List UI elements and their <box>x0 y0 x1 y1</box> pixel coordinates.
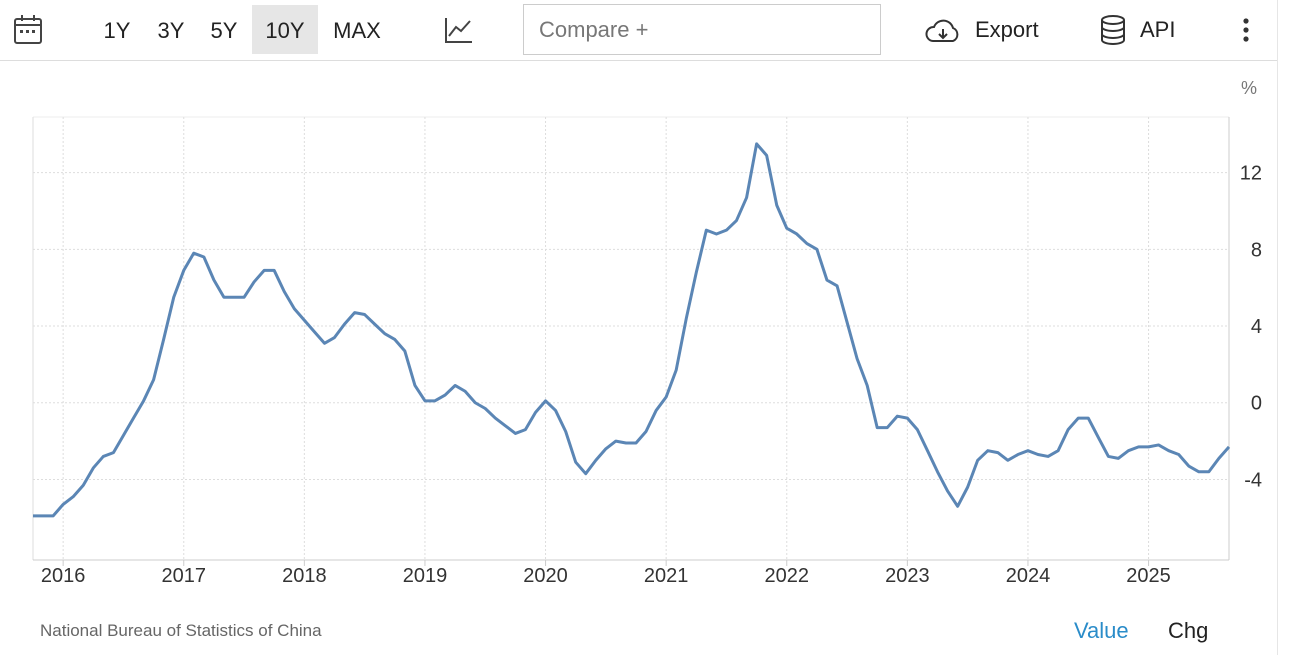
x-tick-label: 2023 <box>885 565 930 587</box>
data-line <box>33 142 1231 518</box>
api-icon[interactable] <box>1099 14 1127 46</box>
x-tick-label: 2017 <box>162 565 207 587</box>
x-tick-label: 2016 <box>41 565 86 587</box>
y-tick-label: 12 <box>1240 163 1262 185</box>
y-tick-label: 4 <box>1251 316 1262 338</box>
range-button[interactable]: 1Y <box>103 18 131 43</box>
y-tick-label: 8 <box>1251 239 1262 261</box>
range-button[interactable]: MAX <box>333 18 381 43</box>
change-tab[interactable]: Chg <box>1168 618 1209 643</box>
y-tick-label: 0 <box>1251 393 1262 415</box>
toolbar: 1Y 3Y 5Y 10Y MAX Compare + Export API <box>0 0 1277 61</box>
x-tick-label: 2020 <box>523 565 568 587</box>
more-menu[interactable] <box>1241 18 1251 44</box>
chart-type-icon[interactable] <box>444 16 474 44</box>
export-icon[interactable] <box>924 18 962 44</box>
x-tick-label: 2024 <box>1006 565 1051 587</box>
range-button[interactable]: 10Y <box>252 5 318 54</box>
x-tick-label: 2025 <box>1126 565 1171 587</box>
x-tick-label: 2018 <box>282 565 327 587</box>
compare-input[interactable]: Compare + <box>523 4 881 55</box>
range-button[interactable]: 5Y <box>210 18 238 43</box>
api-button[interactable]: API <box>1140 17 1176 42</box>
x-tick-label: 2022 <box>765 565 810 587</box>
y-tick-label: -4 <box>1244 469 1262 491</box>
export-button[interactable]: Export <box>975 17 1039 42</box>
right-border <box>1277 0 1278 655</box>
range-button[interactable]: 3Y <box>157 18 185 43</box>
source: National Bureau of Statistics of China <box>40 621 322 640</box>
unit-label: % <box>1241 78 1257 98</box>
x-tick-label: 2021 <box>644 565 689 587</box>
calendar-icon[interactable] <box>13 14 43 46</box>
value-tab[interactable]: Value <box>1074 618 1129 643</box>
x-tick-label: 2019 <box>403 565 448 587</box>
compare-placeholder: Compare + <box>539 17 649 42</box>
